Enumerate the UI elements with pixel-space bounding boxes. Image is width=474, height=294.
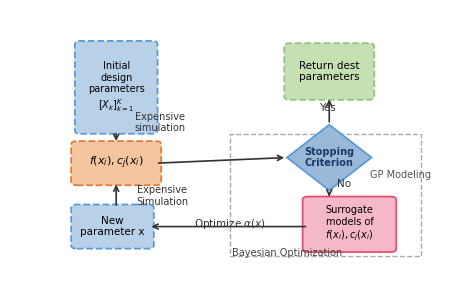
Text: Optimize $\alpha(x)$: Optimize $\alpha(x)$ [194, 217, 266, 231]
Polygon shape [287, 125, 372, 190]
Text: Bayesian Optimization: Bayesian Optimization [232, 248, 342, 258]
Text: No: No [337, 178, 351, 188]
Text: Initial
design
parameters
$[X_k]_{k=1}^K$: Initial design parameters $[X_k]_{k=1}^K… [88, 61, 145, 113]
FancyBboxPatch shape [71, 205, 154, 249]
Text: Yes: Yes [319, 103, 336, 113]
FancyBboxPatch shape [75, 41, 157, 134]
Text: Stopping
Criterion: Stopping Criterion [304, 147, 354, 168]
Text: $f(x_i), c_j(x_i)$: $f(x_i), c_j(x_i)$ [89, 155, 144, 171]
Text: New
parameter x: New parameter x [80, 216, 145, 237]
Text: GP Modeling: GP Modeling [370, 170, 431, 180]
FancyBboxPatch shape [71, 141, 161, 185]
Text: Return dest
parameters: Return dest parameters [299, 61, 360, 82]
Text: Expensive
simulation: Expensive simulation [135, 112, 186, 133]
FancyBboxPatch shape [284, 43, 374, 100]
Text: Expensive
Simulation: Expensive Simulation [137, 185, 189, 207]
FancyBboxPatch shape [302, 197, 396, 252]
Text: Surrogate
models of
$f(x_i), c_j(x_i)$: Surrogate models of $f(x_i), c_j(x_i)$ [325, 205, 374, 243]
Bar [230, 134, 421, 256]
